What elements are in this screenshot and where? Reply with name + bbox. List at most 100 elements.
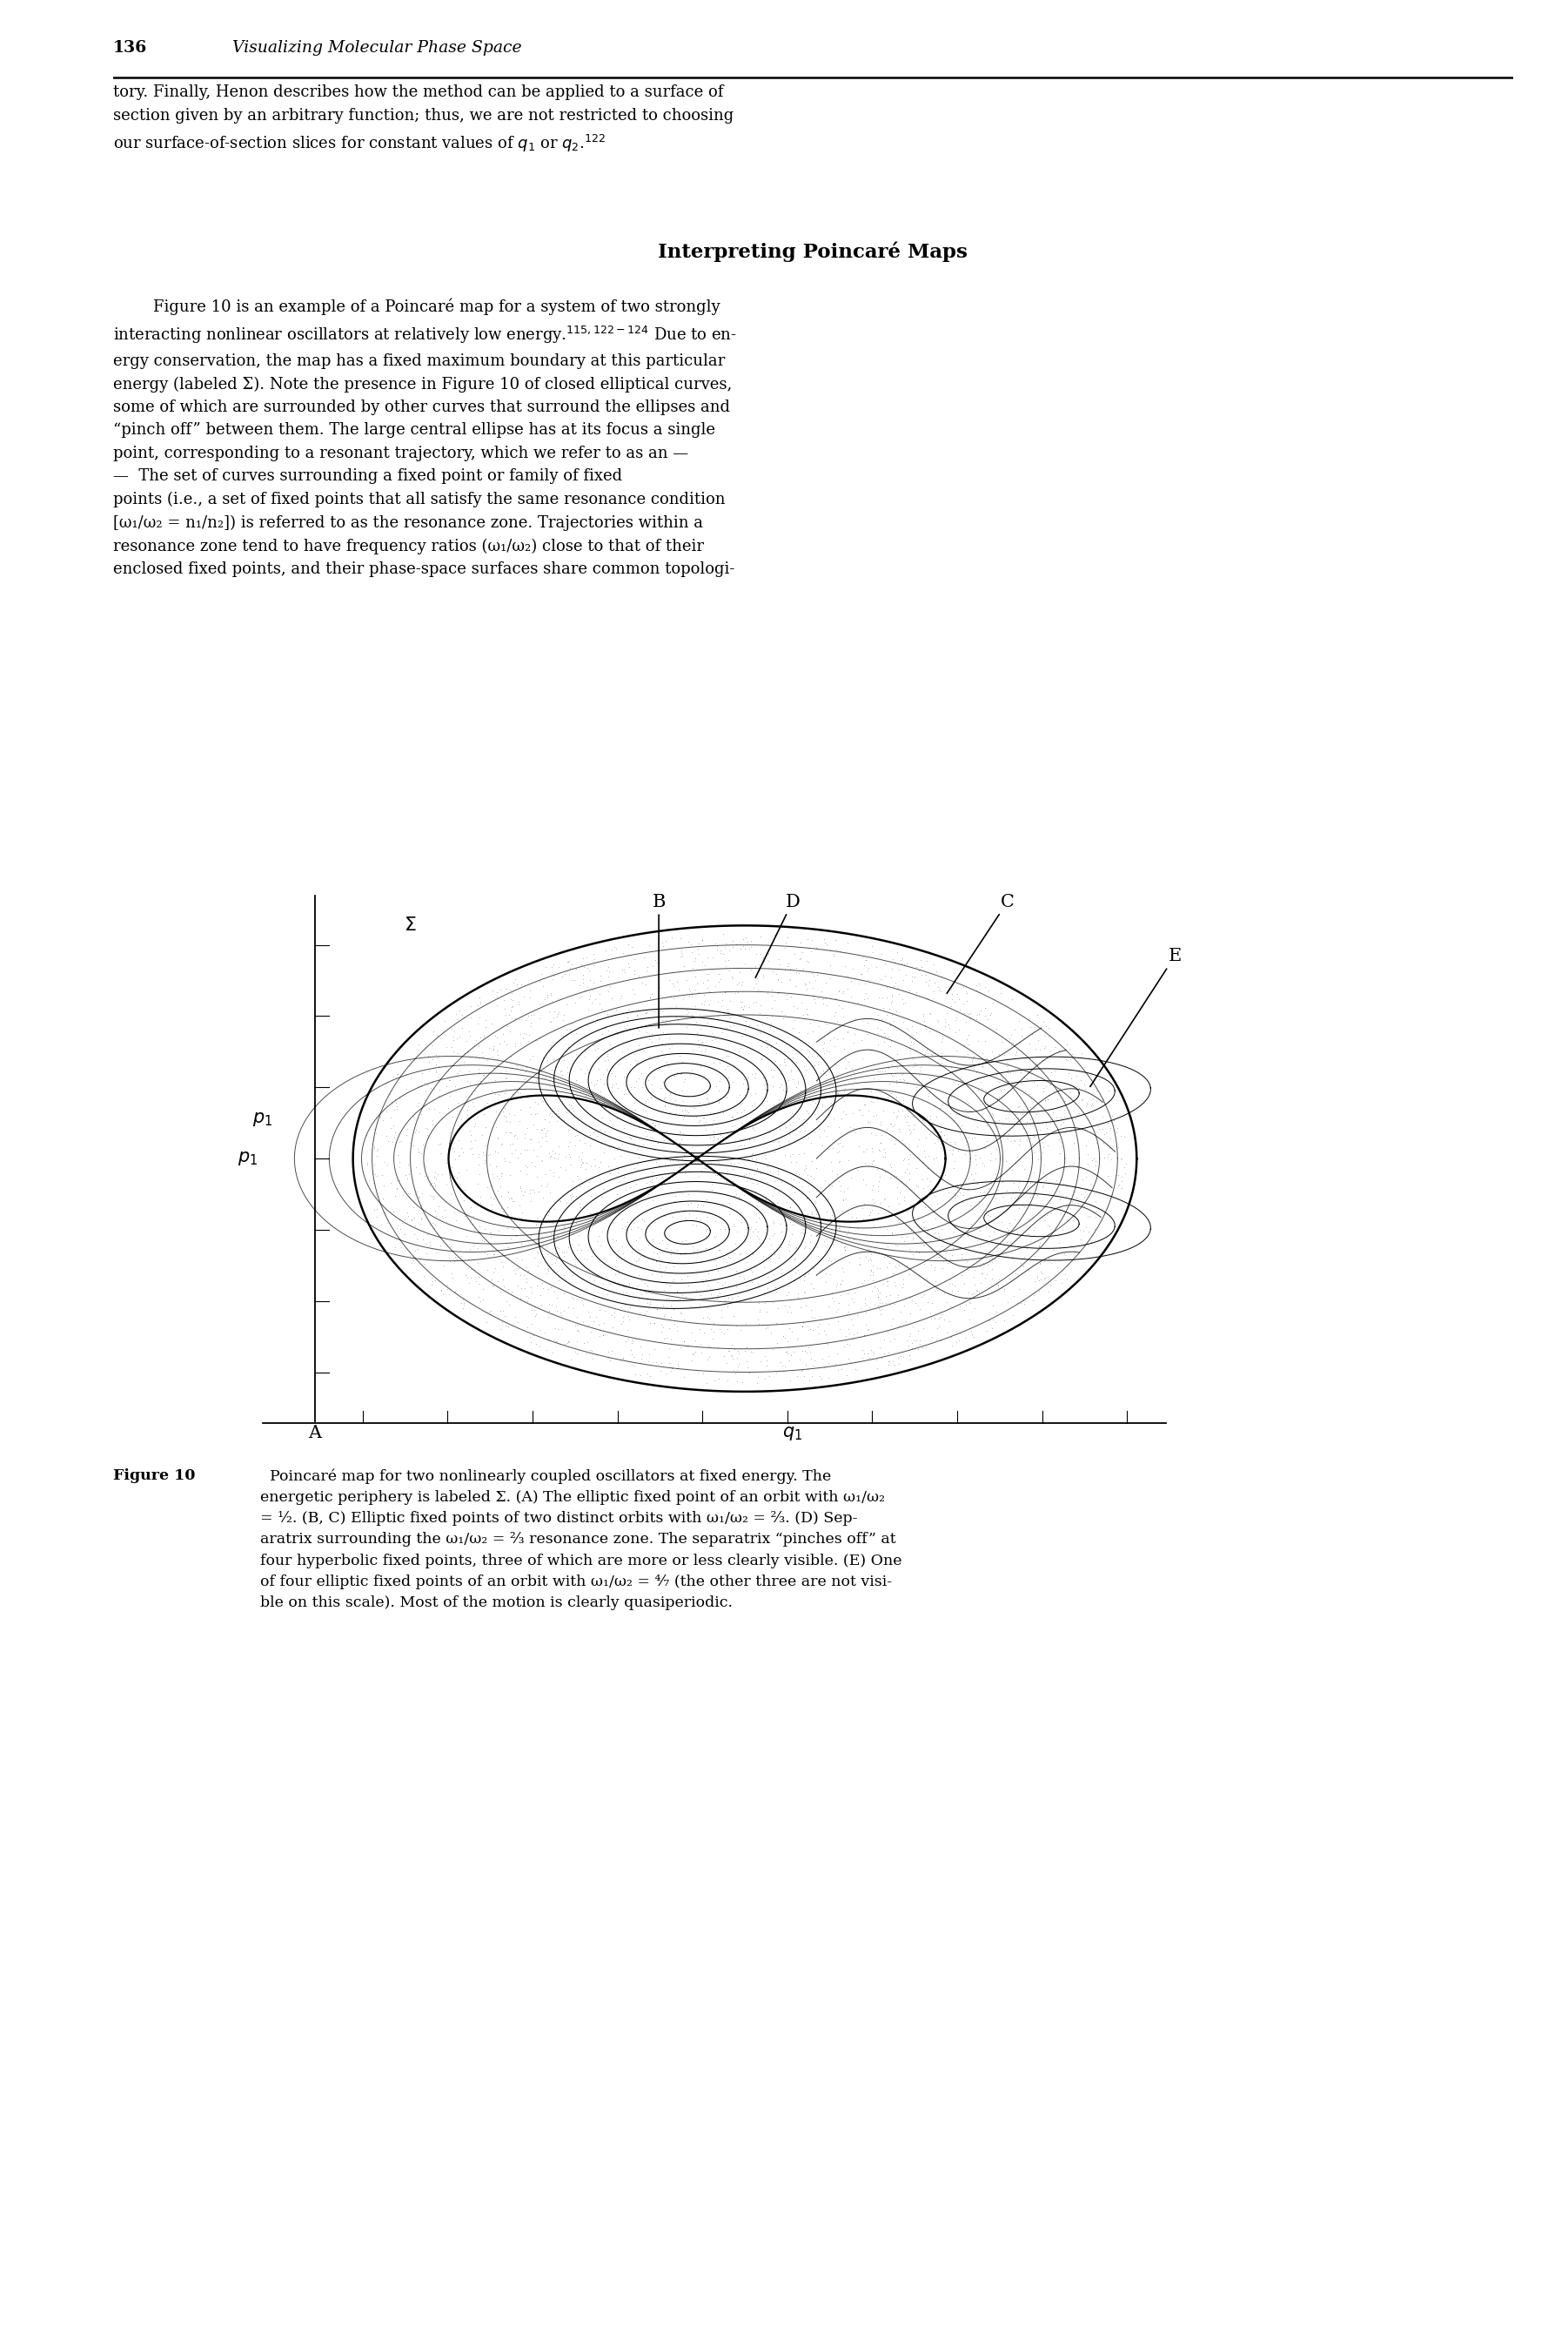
Point — [908, 1095, 933, 1133]
Point — [911, 1001, 936, 1039]
Point — [1002, 1180, 1027, 1217]
Point — [1005, 1255, 1030, 1293]
Point — [665, 1001, 690, 1039]
Point — [786, 1065, 811, 1102]
Point — [610, 1198, 635, 1236]
Point — [795, 1255, 820, 1293]
Point — [472, 1126, 497, 1163]
Point — [558, 1144, 583, 1182]
Point — [638, 1079, 663, 1116]
Point — [999, 1177, 1024, 1215]
Point — [1054, 1177, 1079, 1215]
Point — [916, 1213, 941, 1250]
Point — [679, 1227, 704, 1264]
Point — [1024, 996, 1049, 1034]
Point — [715, 989, 740, 1027]
Point — [1109, 1159, 1134, 1196]
Point — [808, 1053, 833, 1090]
Point — [881, 1347, 906, 1384]
Point — [543, 1140, 568, 1177]
Point — [1060, 1182, 1085, 1220]
Point — [787, 1112, 812, 1149]
Point — [746, 1198, 771, 1236]
Point — [536, 1194, 561, 1231]
Point — [632, 1203, 657, 1241]
Point — [989, 1055, 1014, 1093]
Point — [803, 1095, 828, 1133]
Point — [497, 1156, 522, 1194]
Point — [740, 1253, 765, 1290]
Point — [660, 1198, 685, 1236]
Point — [782, 1173, 808, 1210]
Point — [776, 961, 801, 999]
Point — [742, 1112, 767, 1149]
Point — [1004, 1137, 1029, 1175]
Point — [811, 921, 836, 959]
Point — [773, 952, 798, 989]
Point — [1033, 1067, 1058, 1104]
Point — [790, 1168, 815, 1206]
Point — [668, 1055, 693, 1093]
Point — [557, 956, 582, 994]
Point — [775, 1323, 800, 1361]
Point — [637, 1283, 662, 1321]
Point — [740, 1335, 765, 1372]
Point — [739, 1250, 764, 1288]
Text: A: A — [309, 1424, 321, 1441]
Point — [546, 1262, 571, 1300]
Point — [466, 1264, 491, 1302]
Point — [914, 1260, 939, 1297]
Point — [771, 999, 797, 1036]
Point — [539, 1285, 564, 1323]
Point — [776, 1288, 801, 1325]
Point — [971, 1184, 996, 1222]
Point — [911, 1276, 936, 1314]
Point — [555, 1323, 580, 1361]
Point — [447, 1053, 472, 1090]
Point — [706, 1274, 731, 1311]
Point — [577, 961, 602, 999]
Point — [687, 1027, 712, 1065]
Point — [800, 1358, 825, 1396]
Point — [1035, 1206, 1060, 1243]
Point — [866, 1173, 891, 1210]
Point — [543, 1048, 568, 1086]
Point — [671, 947, 696, 985]
Point — [624, 1222, 649, 1260]
Point — [1035, 1095, 1060, 1133]
Point — [956, 1119, 982, 1156]
Point — [431, 1276, 456, 1314]
Point — [878, 959, 903, 996]
Point — [648, 1255, 673, 1293]
Point — [933, 1003, 958, 1041]
Point — [624, 1130, 649, 1168]
Point — [886, 975, 911, 1013]
Point — [420, 1107, 445, 1144]
Point — [1024, 1095, 1049, 1133]
Point — [723, 1267, 748, 1304]
Point — [960, 1316, 985, 1354]
Point — [546, 1135, 571, 1173]
Point — [409, 1198, 434, 1236]
Point — [872, 1180, 897, 1217]
Point — [566, 966, 591, 1003]
Point — [629, 1069, 654, 1107]
Point — [737, 1154, 762, 1191]
Point — [569, 1166, 594, 1203]
Point — [488, 1311, 513, 1349]
Point — [797, 942, 822, 980]
Point — [850, 1339, 875, 1377]
Point — [666, 1126, 691, 1163]
Point — [442, 1194, 467, 1231]
Point — [596, 1041, 621, 1079]
Point — [842, 1109, 867, 1147]
Point — [955, 1215, 980, 1253]
Point — [494, 1055, 519, 1093]
Point — [622, 1041, 648, 1079]
Point — [1000, 1238, 1025, 1276]
Point — [596, 1147, 621, 1184]
Point — [627, 1220, 652, 1257]
Point — [1047, 1182, 1073, 1220]
Point — [517, 973, 543, 1010]
Point — [607, 1163, 632, 1201]
